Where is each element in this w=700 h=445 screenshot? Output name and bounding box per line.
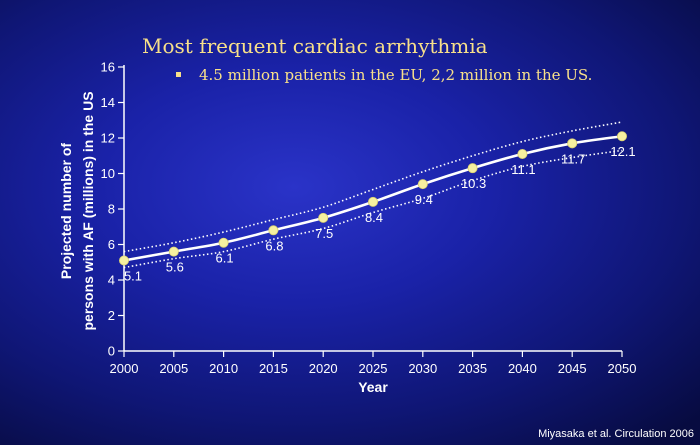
y-axis-title: Projected number of (58, 143, 74, 279)
x-tick-label: 2050 (608, 361, 637, 376)
y-tick-label: 10 (101, 166, 115, 181)
citation: Miyasaka et al. Circulation 2006 (538, 428, 694, 440)
x-tick-label: 2020 (309, 361, 338, 376)
y-tick-label: 4 (108, 273, 115, 288)
data-label: 11.1 (511, 162, 535, 177)
y-axis-title: persons with AF (millions) in the US (80, 91, 96, 330)
data-point (318, 212, 329, 223)
x-axis-title: Year (358, 379, 388, 395)
data-label: 8.4 (365, 210, 383, 225)
x-tick-label: 2035 (458, 361, 487, 376)
data-point (517, 148, 528, 159)
data-label: 7.5 (315, 226, 333, 241)
data-label: 9.4 (415, 192, 433, 207)
slide-title: Most frequent cardiac arrhythmia (142, 34, 488, 58)
data-label: 5.6 (166, 260, 184, 275)
data-label: 6.1 (216, 251, 234, 266)
y-tick-label: 8 (108, 202, 115, 217)
confidence-bound-upper (123, 121, 623, 253)
x-tick-label: 2045 (558, 361, 587, 376)
data-point (567, 138, 578, 149)
data-point (367, 196, 378, 207)
x-tick-label: 2030 (408, 361, 437, 376)
x-tick-label: 2000 (110, 361, 139, 376)
data-label: 6.8 (265, 238, 283, 253)
data-label: 11.7 (561, 151, 585, 166)
data-point (268, 225, 279, 236)
bullet-text: 4.5 million patients in the EU, 2,2 mill… (199, 66, 593, 84)
x-tick-label: 2010 (209, 361, 238, 376)
x-tick-label: 2015 (259, 361, 288, 376)
data-point (168, 246, 179, 257)
data-point (119, 255, 130, 266)
data-label: 12.1 (610, 144, 635, 159)
x-tick-label: 2040 (508, 361, 537, 376)
data-label: 10.3 (461, 176, 486, 191)
y-tick-label: 16 (101, 60, 115, 75)
data-label: 5.1 (124, 268, 142, 283)
y-tick-label: 2 (108, 308, 115, 323)
y-tick-label: 0 (108, 344, 115, 359)
y-tick-label: 12 (101, 131, 115, 146)
bullet-point: 4.5 million patients in the EU, 2,2 mill… (176, 66, 592, 84)
x-tick-label: 2005 (159, 361, 188, 376)
y-tick-label: 6 (108, 237, 115, 252)
x-tick-label: 2025 (359, 361, 388, 376)
y-tick-label: 14 (101, 95, 115, 110)
data-point (467, 163, 478, 174)
bullet-marker (176, 71, 181, 77)
data-point (617, 131, 628, 142)
data-point (218, 237, 229, 248)
data-point (417, 179, 428, 190)
